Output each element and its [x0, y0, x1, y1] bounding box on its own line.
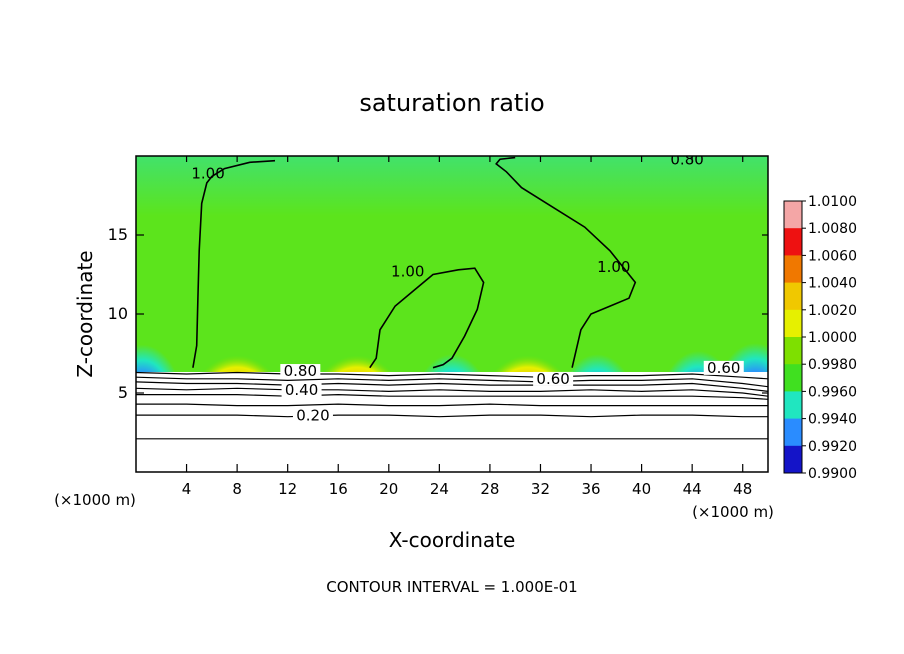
x-axis-unit-left: (×1000 m): [54, 491, 136, 509]
colorbar-swatch: [784, 445, 802, 474]
contour-line-1: [192, 159, 276, 368]
y-axis-ticks: 5 10 15: [108, 225, 768, 402]
contour-line-1: [495, 156, 637, 368]
x-tick-label: 44: [683, 480, 702, 498]
contour-label-bg: [703, 360, 744, 375]
x-tick-label: 32: [531, 480, 550, 498]
contour-labels: 1.00 1.00 1.00 0.80 0.60 0.40 0.20 0.80 0.60: [191, 150, 744, 424]
colorbar-label: 0.9940: [808, 412, 857, 428]
contour-line-0-8: [136, 371, 768, 380]
contour-label: 0.60: [536, 370, 569, 388]
colorbar-swatch: [784, 201, 802, 229]
contour-lines: [136, 156, 768, 440]
contour-label: 1.00: [391, 263, 424, 281]
colorbar-swatch: [784, 309, 802, 338]
x-tick-label: 4: [182, 480, 192, 498]
x-tick-label: 40: [632, 480, 651, 498]
contour-label: 0.40: [285, 381, 318, 399]
colorbar-swatch: [784, 418, 802, 447]
x-tick-label: 48: [733, 480, 752, 498]
colorbar-label: 1.0020: [808, 303, 857, 319]
colorbar-swatch: [784, 337, 802, 365]
contour-line-0-2: [136, 414, 768, 418]
colorbar-swatch: [784, 255, 802, 284]
contour-line-0-7: [136, 376, 768, 388]
contour-label: 0.80: [284, 362, 317, 380]
contour-label: 0.20: [296, 406, 329, 424]
x-axis-unit-right: (×1000 m): [692, 503, 774, 521]
x-tick-label: 28: [480, 480, 499, 498]
plot-area: 1.00 1.00 1.00 0.80 0.60 0.40 0.20 0.80 0.60: [136, 150, 768, 472]
contour-line-0-3: [136, 403, 768, 407]
x-tick-label: 36: [581, 480, 600, 498]
subsaturated-layer: [136, 372, 768, 472]
colorbar-label: 1.0060: [808, 248, 857, 264]
colorbar-swatch: [784, 391, 802, 420]
upper-field-shading: [136, 156, 768, 216]
chart-title: saturation ratio: [359, 89, 544, 117]
x-tick-label: 24: [430, 480, 449, 498]
y-tick-label: 10: [108, 304, 128, 323]
colorbar-swatch: [784, 282, 802, 311]
y-tick-label: 15: [108, 225, 128, 244]
contour-label: 0.60: [707, 359, 740, 377]
colorbar-swatch: [784, 364, 802, 392]
x-tick-label: 12: [278, 480, 297, 498]
colorbar-label: 1.0040: [808, 276, 857, 292]
x-axis-ticks: 4 8 12 16 20 24 28 32 36 40 44 48: [182, 156, 752, 498]
colorbar-label: 0.9900: [808, 466, 857, 482]
contour-label: 0.80: [670, 150, 703, 168]
colorbar-swatch: [784, 228, 802, 256]
colorbar-label: 0.9980: [808, 357, 857, 373]
colorbar: 1.0100 1.0080 1.0060 1.0040 1.0020 1.0000 0.99…: [783, 194, 857, 482]
y-tick-label: 5: [118, 383, 128, 402]
x-tick-label: 20: [379, 480, 398, 498]
contour-label: 1.00: [597, 258, 630, 276]
contour-label-bg: [533, 371, 574, 386]
colorbar-label: 0.9960: [808, 384, 857, 400]
contour-interval-note: CONTOUR INTERVAL = 1.000E-01: [326, 578, 577, 596]
colorbar-label: 1.0100: [808, 194, 857, 210]
contour-label-bg: [281, 383, 322, 397]
contour-label-bg: [292, 408, 333, 423]
contour-line-0-4: [136, 393, 768, 400]
y-axis-label: Z-coordinate: [73, 250, 97, 377]
contour-line-0-5: [136, 387, 768, 397]
contour-label-bg: [280, 364, 321, 379]
contour-line-1: [369, 267, 485, 369]
contour-label: 1.00: [191, 165, 224, 183]
colorbar-label: 1.0080: [808, 221, 857, 237]
x-axis-label: X-coordinate: [389, 528, 516, 552]
contour-line-0-6: [136, 381, 768, 392]
x-tick-label: 16: [329, 480, 348, 498]
x-tick-label: 8: [232, 480, 242, 498]
colorbar-label: 1.0000: [808, 330, 857, 346]
colorbar-label: 0.9920: [808, 439, 857, 455]
